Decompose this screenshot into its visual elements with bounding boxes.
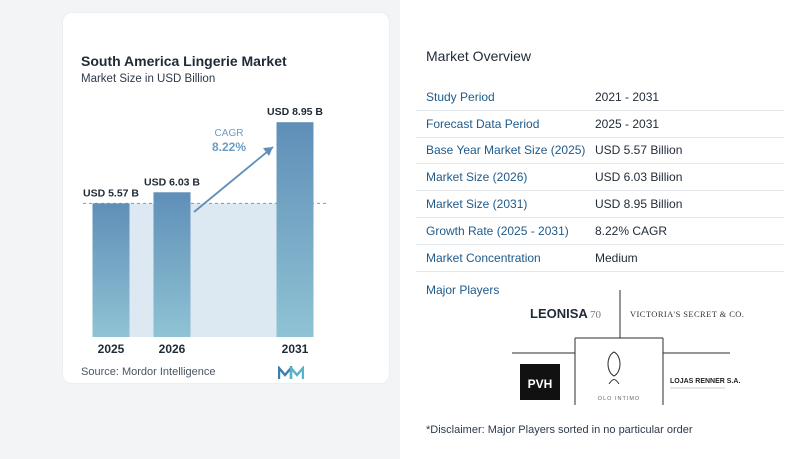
cagr-arrow xyxy=(193,146,274,213)
table-row: Forecast Data Period 2025 - 2031 xyxy=(416,111,784,138)
row-value: 8.22% CAGR xyxy=(595,223,668,238)
chart-subtitle: Market Size in USD Billion xyxy=(81,73,216,85)
table-row: Market Concentration Medium xyxy=(416,245,784,272)
bar-value-label: USD 5.57 B xyxy=(83,187,139,199)
leonisa-logo-mark: 70 xyxy=(590,309,602,321)
cagr-arrow-head xyxy=(263,147,273,156)
leonisa-logo: LEONISA xyxy=(530,306,588,321)
victorias-secret-logo: VICTORIA'S SECRET & CO. xyxy=(630,309,744,319)
row-value: USD 6.03 Billion xyxy=(595,170,683,185)
overview-title: Market Overview xyxy=(426,48,532,64)
market-overview-panel: Market Overview Study Period 2021 - 2031 … xyxy=(400,0,800,459)
olo-intimo-logo xyxy=(607,351,621,377)
table-row: Study Period 2021 - 2031 xyxy=(416,84,784,111)
cagr-value: 8.22% xyxy=(212,140,246,154)
row-value: 2021 - 2031 xyxy=(595,89,660,104)
row-value: Medium xyxy=(595,250,638,265)
row-value: USD 8.95 Billion xyxy=(595,197,683,212)
x-tick-label: 2026 xyxy=(159,342,186,356)
major-players-logos: LEONISA 70 VICTORIA'S SECRET & CO. PVH O… xyxy=(512,290,744,405)
baseline-band xyxy=(129,203,277,337)
pvh-logo-text: PVH xyxy=(528,377,553,391)
row-label: Market Size (2026) xyxy=(426,170,528,185)
source-text: Source: Mordor Intelligence xyxy=(81,366,216,378)
bar-value-label: USD 6.03 B xyxy=(144,176,200,188)
bar-2025 xyxy=(92,203,130,337)
row-value: 2025 - 2031 xyxy=(595,116,660,131)
olo-intimo-logo-mark xyxy=(608,379,620,385)
cagr-label: CAGR xyxy=(215,128,244,139)
overview-table: Study Period 2021 - 2031 Forecast Data Pe… xyxy=(416,84,784,272)
bar-2026 xyxy=(153,192,191,337)
olo-intimo-logo-text: OLO INTIMO xyxy=(598,396,640,402)
market-size-bar-chart: USD 5.57 B 2025 USD 6.03 B 2026 USD 8.95 B 20… xyxy=(83,106,329,356)
major-players-title: Major Players xyxy=(426,283,500,297)
chart-card: USD 5.57 B 2025 USD 6.03 B 2026 USD 8.95 B 20… xyxy=(62,12,390,384)
row-label: Base Year Market Size (2025) xyxy=(426,143,586,158)
row-value: USD 5.57 Billion xyxy=(595,143,683,158)
row-label: Market Concentration xyxy=(426,250,541,265)
bar-2031 xyxy=(276,122,314,337)
mordor-logo-icon xyxy=(278,366,304,379)
bar-value-label: USD 8.95 B xyxy=(267,106,323,118)
pvh-logo xyxy=(520,364,560,400)
table-row: Market Size (2026) USD 6.03 Billion xyxy=(416,164,784,192)
x-tick-label: 2031 xyxy=(282,342,309,356)
row-label: Forecast Data Period xyxy=(426,116,540,131)
table-row: Growth Rate (2025 - 2031) 8.22% CAGR xyxy=(416,218,784,245)
row-label: Study Period xyxy=(426,89,495,104)
chart-title: South America Lingerie Market xyxy=(81,53,287,69)
x-tick-label: 2025 xyxy=(98,342,125,356)
disclaimer-text: *Disclaimer: Major Players sorted in no … xyxy=(426,424,693,436)
lojas-renner-logo: LOJAS RENNER S.A. xyxy=(670,378,740,385)
row-label: Market Size (2031) xyxy=(426,197,528,212)
table-row: Market Size (2031) USD 8.95 Billion xyxy=(416,191,784,218)
table-row: Base Year Market Size (2025) USD 5.57 Bil… xyxy=(416,138,784,165)
row-label: Growth Rate (2025 - 2031) xyxy=(426,223,569,238)
